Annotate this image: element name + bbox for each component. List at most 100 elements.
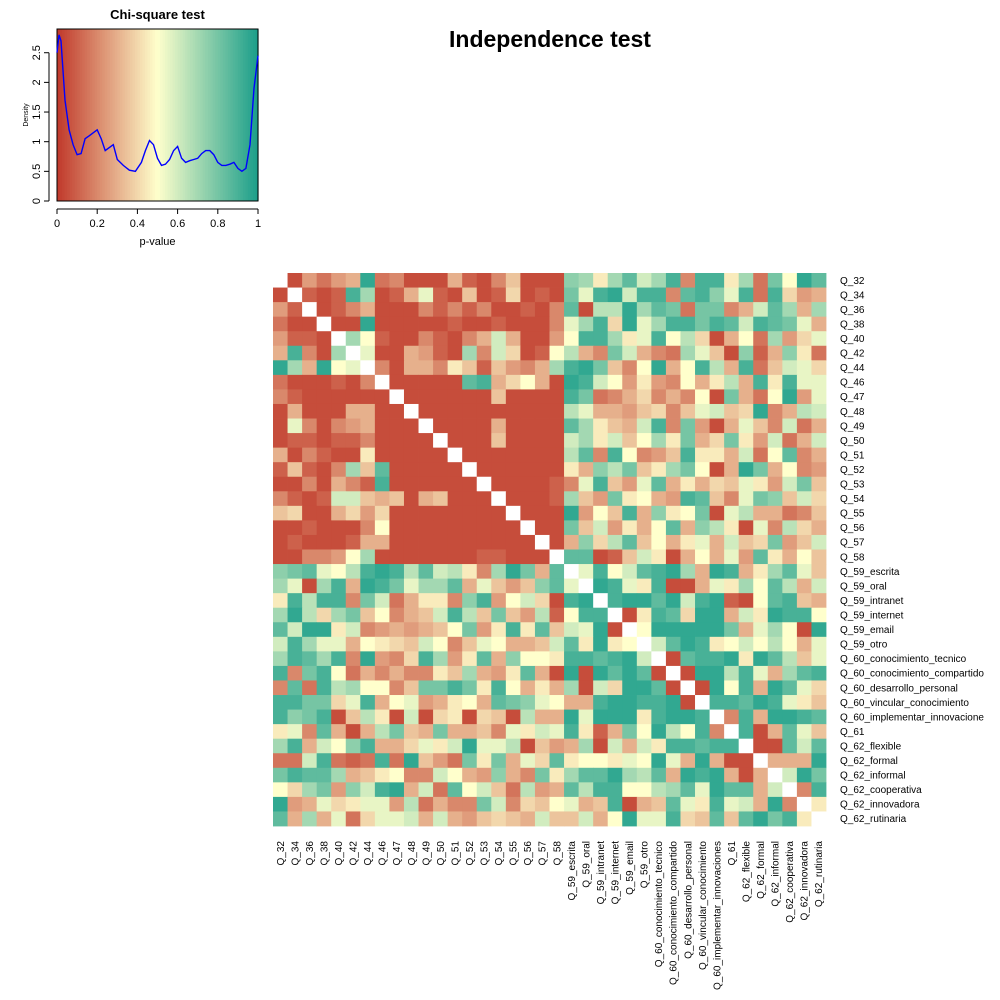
heatmap-cell: [622, 753, 638, 769]
heatmap-cell: [534, 738, 550, 754]
heatmap-cell: [476, 811, 492, 827]
heatmap-cell: [709, 374, 725, 390]
heatmap-cell: [782, 578, 798, 594]
heatmap-cell: [447, 593, 463, 609]
heatmap-cell: [520, 767, 536, 783]
heatmap-cell: [695, 273, 710, 288]
heatmap-cell: [767, 622, 783, 638]
heatmap-cell: [782, 796, 798, 812]
heatmap-cell: [345, 491, 361, 507]
heatmap-cell: [636, 331, 652, 347]
heatmap-cell: [622, 767, 638, 783]
column-label: Q_58: [552, 841, 563, 866]
heatmap-cell: [695, 505, 710, 521]
row-label: Q_32: [840, 276, 865, 287]
heatmap-cell: [622, 695, 638, 710]
heatmap-cell: [796, 680, 812, 696]
heatmap-cell: [403, 724, 419, 740]
heatmap-cell: [403, 636, 419, 652]
heatmap-cell: [287, 418, 303, 434]
key-gradient-strip: [112, 29, 116, 201]
heatmap-cell: [418, 680, 434, 696]
heatmap-cell: [782, 724, 798, 740]
heatmap-cell: [418, 374, 434, 390]
heatmap-cell: [709, 273, 725, 288]
heatmap-cell: [680, 724, 696, 740]
heatmap-cell: [374, 389, 390, 405]
key-gradient-strip: [117, 29, 121, 201]
heatmap-cell: [767, 782, 783, 798]
heatmap-cell: [418, 491, 434, 507]
heatmap-cell: [462, 273, 478, 288]
heatmap-cell: [476, 534, 492, 550]
heatmap-cell: [695, 724, 710, 740]
heatmap-cell: [345, 680, 361, 696]
heatmap-cell: [316, 418, 332, 434]
heatmap-cell: [665, 302, 681, 318]
heatmap-cell: [578, 462, 594, 478]
heatmap-cell: [287, 549, 303, 565]
heatmap-cell: [345, 695, 361, 710]
heatmap-cell: [345, 345, 361, 361]
heatmap-cell: [796, 389, 812, 405]
heatmap-cell: [345, 607, 361, 623]
heatmap-cell: [447, 331, 463, 347]
heatmap-cell: [273, 724, 288, 740]
heatmap-cell: [564, 273, 579, 288]
heatmap-cell: [331, 549, 347, 565]
heatmap-cell: [447, 796, 463, 812]
heatmap-cell: [636, 476, 652, 492]
heatmap-cell: [520, 491, 536, 507]
heatmap-cell: [316, 695, 332, 710]
heatmap-cell: [287, 534, 303, 550]
heatmap-cell: [447, 534, 463, 550]
heatmap-cell: [651, 287, 667, 303]
key-gradient-strip: [59, 29, 63, 201]
heatmap-cell: [607, 549, 623, 565]
heatmap-cell: [796, 403, 812, 419]
heatmap-cell: [782, 549, 798, 565]
heatmap-cell: [331, 593, 347, 609]
row-label: Q_55: [840, 509, 865, 520]
heatmap-cell: [331, 796, 347, 812]
heatmap-cell: [549, 549, 565, 565]
heatmap-cell: [651, 491, 667, 507]
heatmap-cell: [665, 753, 681, 769]
heatmap-cell: [418, 287, 434, 303]
column-label: Q_57: [538, 841, 549, 866]
heatmap-cell: [476, 447, 492, 463]
heatmap-cell: [374, 345, 390, 361]
heatmap-cell: [549, 360, 565, 376]
heatmap-cell: [578, 724, 594, 740]
heatmap-cell: [782, 651, 798, 667]
key-gradient-strip: [207, 29, 211, 201]
heatmap-cell: [331, 360, 347, 376]
heatmap-cell: [767, 302, 783, 318]
heatmap-cell: [345, 738, 361, 754]
heatmap-cell: [636, 753, 652, 769]
heatmap-cell: [273, 418, 288, 434]
column-label: Q_62_innovadora: [800, 841, 811, 921]
heatmap-cell: [403, 796, 419, 812]
heatmap-cell: [564, 811, 579, 827]
heatmap-cell: [433, 607, 449, 623]
heatmap-cell: [476, 622, 492, 638]
heatmap-cell: [564, 767, 579, 783]
heatmap-cell: [665, 534, 681, 550]
heatmap-cell: [374, 549, 390, 565]
heatmap-cell: [505, 578, 521, 594]
heatmap-cell: [796, 331, 812, 347]
heatmap-cell: [753, 782, 769, 798]
heatmap-cell: [462, 418, 478, 434]
heatmap-cell: [782, 520, 798, 536]
heatmap-cell: [549, 665, 565, 681]
heatmap-cell: [403, 578, 419, 594]
heatmap-cell: [811, 782, 827, 798]
heatmap-cell: [534, 782, 550, 798]
heatmap-cell: [462, 811, 478, 827]
heatmap-cell: [680, 680, 696, 696]
heatmap-cell: [302, 360, 318, 376]
heatmap-cell: [287, 767, 303, 783]
